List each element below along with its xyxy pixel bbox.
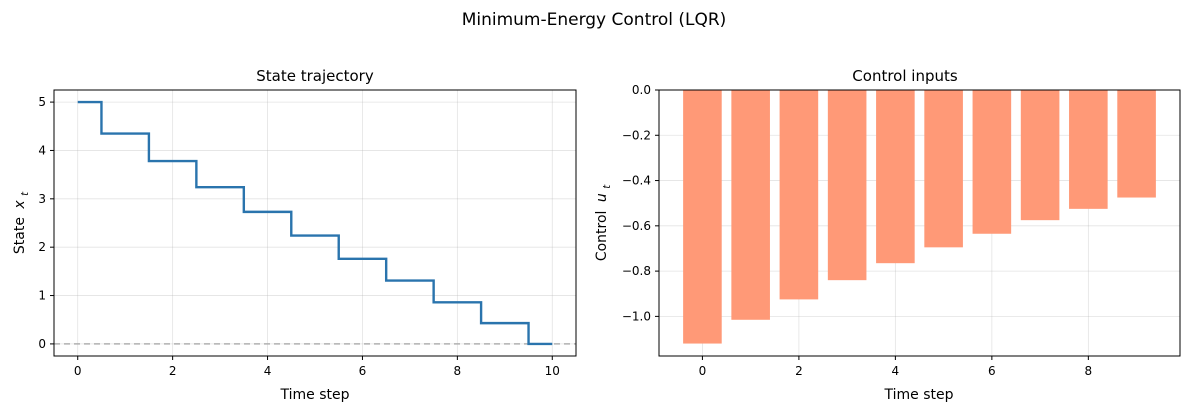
control-chart-ytick-label: −0.8: [622, 264, 651, 278]
control-chart-ytick-label: −0.4: [622, 174, 651, 188]
state-chart-ytick-label: 2: [38, 240, 46, 254]
control-chart-bar: [1020, 90, 1060, 221]
state-chart-ylabel-var: x: [12, 200, 28, 210]
state-chart-xtick-label: 6: [359, 364, 367, 378]
state-chart-xtick-label: 2: [169, 364, 177, 378]
control-chart-ylabel-sub: t: [602, 184, 613, 189]
control-chart-bar: [827, 90, 867, 281]
control-inputs-chart: Control inputs 0 2 4 6 8 0.0 −0.2 −0.4 −0.6 −0.8 −…: [594, 67, 1181, 403]
state-chart-ylabel: State x t: [12, 191, 31, 254]
state-chart-xtick-label: 8: [454, 364, 462, 378]
control-chart-xtick-label: 6: [988, 364, 996, 378]
state-trajectory-chart: State trajectory 0 2 4 6 8 10 0 1 2 3 4 5 Time step…: [12, 67, 577, 403]
control-chart-ytick-label: −1.0: [622, 309, 651, 323]
state-chart-ytick-label: 3: [38, 192, 46, 206]
control-chart-bar: [972, 90, 1012, 234]
state-chart-ytick-label: 0: [38, 337, 46, 351]
control-chart-bar: [731, 90, 770, 320]
figure-title: Minimum-Energy Control (LQR): [462, 10, 727, 30]
state-chart-grid: [54, 90, 576, 356]
control-chart-bar: [779, 90, 819, 300]
control-chart-xtick-label: 0: [699, 364, 707, 378]
state-chart-step-line: [77, 100, 553, 346]
control-chart-bar: [1117, 90, 1156, 198]
state-chart-xlabel: Time step: [280, 387, 350, 403]
state-chart-ytick-label: 1: [38, 289, 46, 303]
control-chart-ytick-label: −0.6: [622, 219, 651, 233]
control-chart-ylabel-text: Control: [594, 211, 610, 262]
control-chart-bar: [924, 90, 963, 248]
state-chart-ylabel-text: State: [12, 217, 28, 254]
state-chart-ticks: 0 2 4 6 8 10 0 1 2 3 4 5: [38, 95, 560, 378]
state-chart-frame: [53, 89, 577, 357]
control-chart-marks: [683, 90, 1156, 344]
state-chart-marks: [54, 100, 576, 346]
control-chart-title: Control inputs: [852, 67, 958, 85]
control-chart-xlabel: Time step: [884, 387, 954, 403]
control-chart-ylabel: Control u t: [594, 184, 613, 261]
control-chart-ylabel-var: u: [594, 193, 610, 202]
control-chart-ytick-label: 0.0: [632, 83, 651, 97]
control-chart-ticks: 0 2 4 6 8 0.0 −0.2 −0.4 −0.6 −0.8 −1.0: [622, 83, 1092, 378]
state-chart-ytick-label: 5: [38, 95, 46, 109]
state-chart-xtick-label: 10: [545, 364, 560, 378]
control-chart-bar: [1069, 90, 1108, 209]
state-chart-ylabel-sub: t: [20, 191, 31, 196]
control-chart-frame: [658, 89, 1181, 357]
control-chart-xtick-label: 2: [795, 364, 803, 378]
state-chart-xtick-label: 0: [74, 364, 82, 378]
control-chart-ytick-label: −0.2: [622, 128, 651, 142]
state-chart-title: State trajectory: [256, 67, 374, 85]
state-chart-ytick-label: 4: [38, 143, 46, 157]
control-chart-bar: [876, 90, 915, 264]
control-chart-xtick-label: 8: [1085, 364, 1093, 378]
control-chart-xtick-label: 4: [892, 364, 900, 378]
state-chart-xtick-label: 4: [264, 364, 272, 378]
control-chart-bar: [683, 90, 722, 344]
